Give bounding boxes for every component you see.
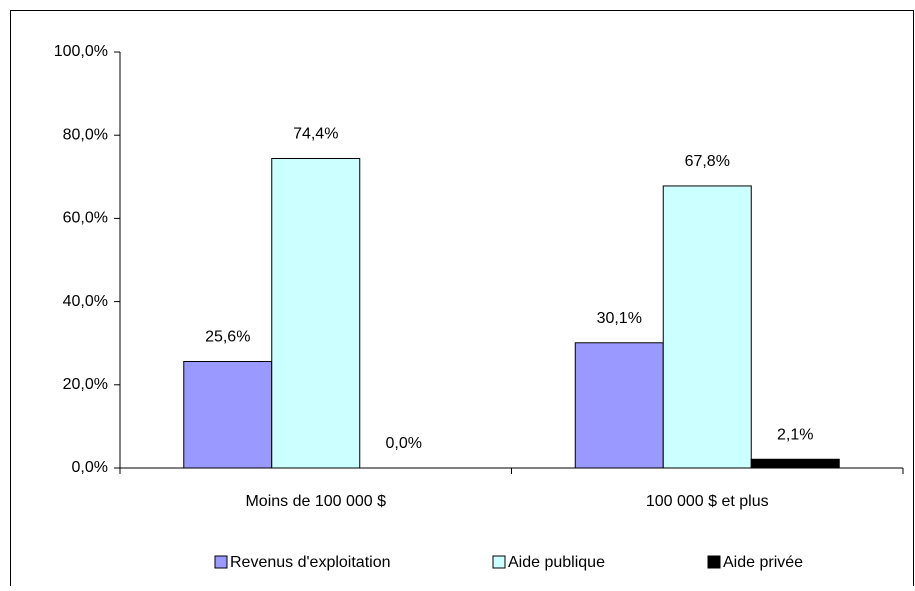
- legend-swatch: [492, 555, 506, 569]
- bar: [750, 458, 840, 469]
- data-label: 30,1%: [597, 310, 642, 327]
- y-tick-label: 80,0%: [63, 126, 108, 143]
- data-label: 2,1%: [777, 426, 813, 443]
- legend-label: Aide privée: [723, 554, 803, 571]
- y-tick-label: 100,0%: [54, 43, 108, 60]
- y-tick-label: 60,0%: [63, 210, 108, 227]
- x-tick-label: 100 000 $ et plus: [646, 493, 769, 510]
- data-label: 25,6%: [205, 329, 250, 346]
- y-tick-label: 0,0%: [72, 459, 108, 476]
- legend-swatch: [214, 555, 228, 569]
- bar: [662, 185, 752, 469]
- legend-label: Revenus d'exploitation: [230, 554, 391, 571]
- data-label: 74,4%: [293, 126, 338, 143]
- bar: [183, 361, 273, 469]
- x-tick-label: Moins de 100 000 $: [245, 493, 386, 510]
- data-label: 67,8%: [685, 153, 730, 170]
- data-label: 0,0%: [386, 435, 422, 452]
- y-tick-label: 40,0%: [63, 293, 108, 310]
- y-tick-label: 20,0%: [63, 376, 108, 393]
- bar: [574, 342, 664, 469]
- chart-frame: [10, 10, 914, 591]
- legend-swatch: [707, 555, 721, 569]
- legend-label: Aide publique: [508, 554, 605, 571]
- bar: [271, 157, 361, 469]
